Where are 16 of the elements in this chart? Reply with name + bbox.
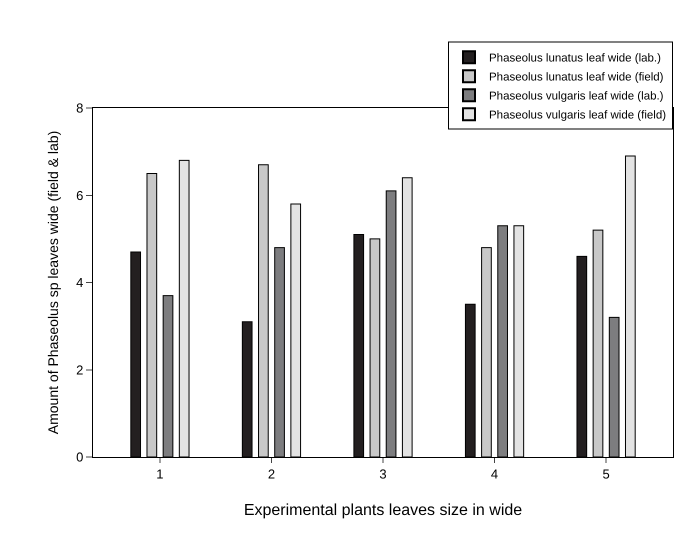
y-tick-label: 4 bbox=[76, 275, 84, 290]
legend-label: Phaseolus vulgaris leaf wide (field) bbox=[489, 110, 666, 122]
y-tick-label: 8 bbox=[76, 100, 84, 116]
legend-label: Phaseolus lunatus leaf wide (field) bbox=[489, 72, 664, 84]
y-tick-label: 6 bbox=[76, 188, 84, 203]
y-tick-label: 0 bbox=[76, 450, 84, 465]
y-tick-label: 2 bbox=[76, 362, 84, 378]
x-tick-label: 1 bbox=[156, 466, 164, 482]
x-tick-label: 5 bbox=[602, 466, 610, 482]
legend-label: Phaseolus lunatus leaf wide (lab.) bbox=[489, 52, 662, 65]
x-axis-title: Experimental plants leaves size in wide bbox=[244, 502, 522, 519]
x-tick-label: 3 bbox=[379, 466, 387, 482]
x-tick-label: 2 bbox=[268, 466, 276, 482]
y-axis-title: Amount of Phaseolus sp leaves wide (field & lab) bbox=[44, 130, 61, 434]
legend-label: Phaseolus vulgaris leaf wide (lab.) bbox=[489, 90, 664, 103]
x-tick-label: 4 bbox=[490, 466, 498, 482]
